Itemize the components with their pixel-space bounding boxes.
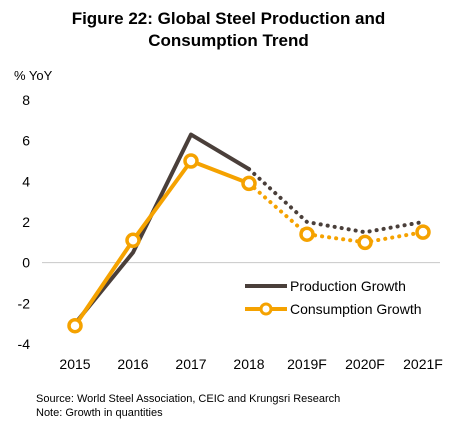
production-growth-actual-line <box>73 132 251 326</box>
consumption-growth-forecast-line <box>247 181 425 245</box>
chart-title-line1: Figure 22: Global Steel Production and <box>71 9 386 28</box>
series-lines-group <box>73 132 425 328</box>
x-tick-label: 2021F <box>403 356 443 372</box>
x-tick-label: 2015 <box>59 356 90 372</box>
consumption-growth-point <box>183 153 199 169</box>
consumption-growth-point <box>357 234 373 251</box>
chart-title: Figure 22: Global Steel Production and C… <box>0 8 457 52</box>
y-tick-label: -4 <box>18 336 31 352</box>
markers-group <box>67 153 431 334</box>
y-tick-label: -2 <box>18 295 31 311</box>
y-tick-label: 6 <box>22 133 30 149</box>
chart-title-line2: Consumption Trend <box>148 31 309 50</box>
x-tick-label: 2019F <box>287 356 327 372</box>
x-tick-label: 2017 <box>175 356 206 372</box>
source-note: Source: World Steel Association, CEIC an… <box>36 393 341 405</box>
production-growth-forecast-line <box>247 167 425 235</box>
y-tick-label: 4 <box>22 173 30 189</box>
y-tick-label: 8 <box>22 92 30 108</box>
y-tick-label: 2 <box>22 214 30 230</box>
consumption-growth-point <box>299 226 315 242</box>
consumption-growth-point <box>67 317 83 334</box>
axes-group: -4 -2 0 2 4 6 8 2015 2016 2017 2018 2019F 2020F 2021F <box>18 92 443 372</box>
y-axis-unit-label: % YoY <box>14 68 53 83</box>
legend-marker-consumption-growth <box>259 302 273 316</box>
consumption-growth-point <box>241 175 257 192</box>
legend: Production Growth Consumption Growth <box>245 278 422 317</box>
x-tick-label: 2016 <box>117 356 148 372</box>
footnotes: Source: World Steel Association, CEIC an… <box>36 392 340 420</box>
legend-label-consumption-growth: Consumption Growth <box>290 301 422 317</box>
consumption-growth-point <box>415 224 431 240</box>
growth-note: Note: Growth in quantities <box>36 407 163 419</box>
consumption-growth-actual-line <box>73 159 251 328</box>
y-tick-label: 0 <box>22 255 30 271</box>
legend-label-production-growth: Production Growth <box>290 278 406 294</box>
x-tick-label: 2018 <box>233 356 264 372</box>
x-tick-label: 2020F <box>345 356 385 372</box>
consumption-growth-point <box>125 232 141 249</box>
